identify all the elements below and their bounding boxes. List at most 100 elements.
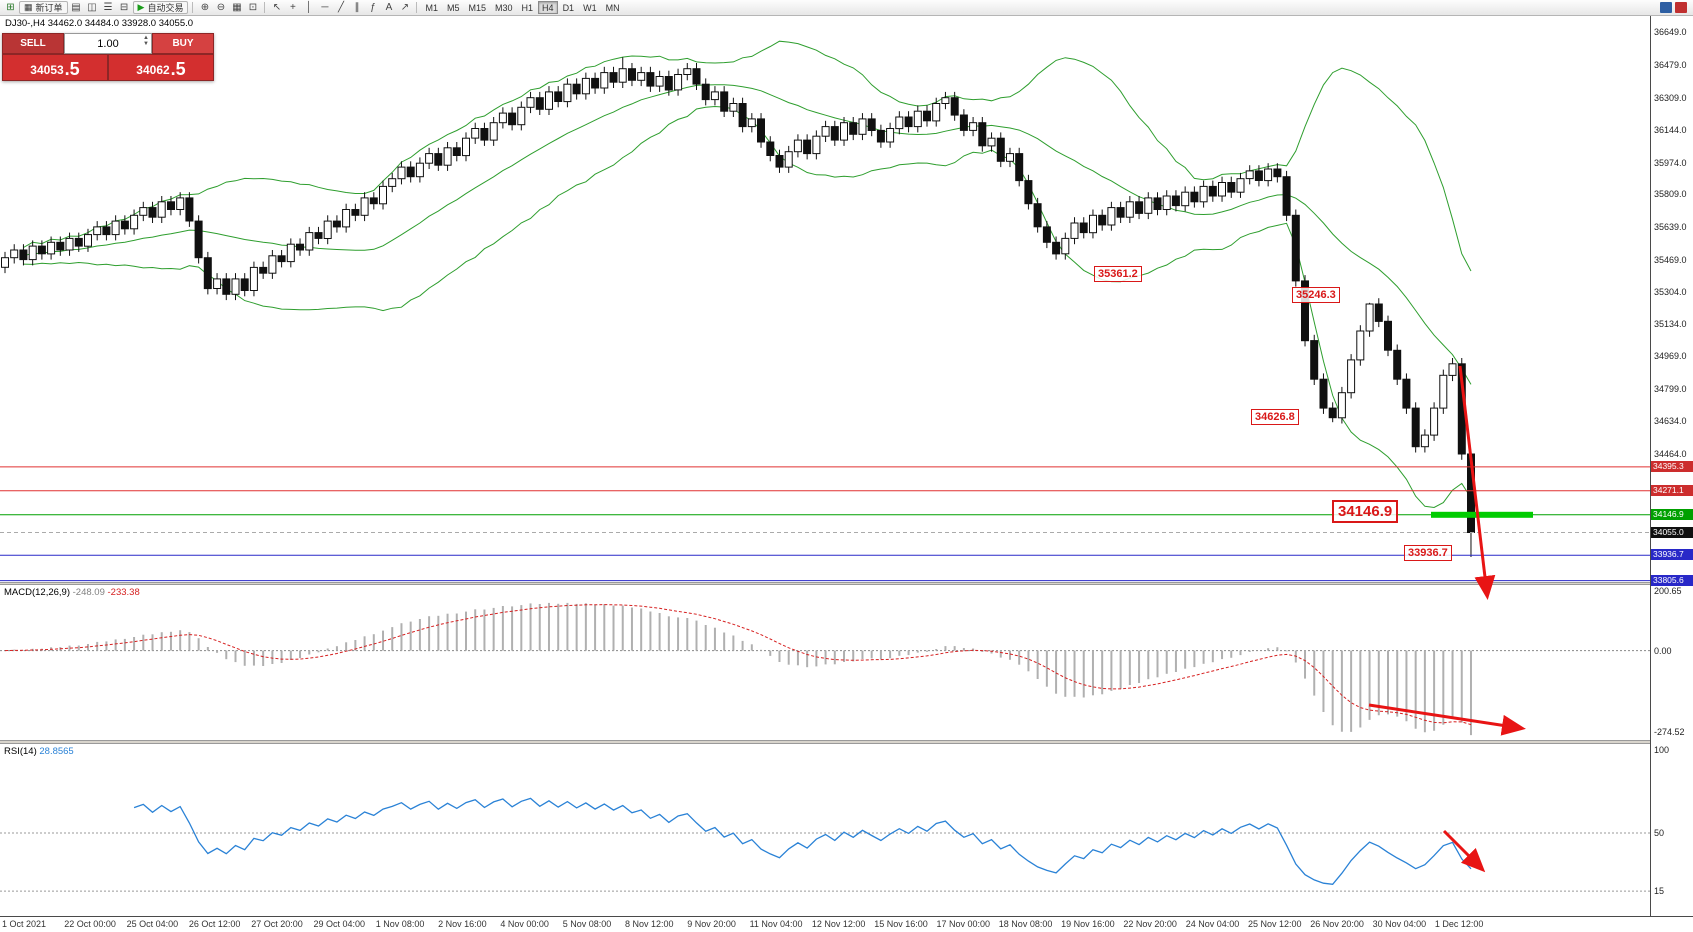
candle-body: [886, 128, 895, 143]
candle-body: [867, 118, 876, 132]
candle-body: [1125, 201, 1134, 218]
indicators-icon[interactable]: ⊡: [245, 1, 260, 14]
candle-body: [120, 220, 129, 230]
zoom-in-icon[interactable]: ⊕: [197, 1, 212, 14]
cursor-icon[interactable]: ↖: [269, 1, 284, 14]
timeframe-m1[interactable]: M1: [425, 2, 438, 13]
candle-body: [1171, 195, 1180, 207]
timeframe-w1[interactable]: W1: [583, 2, 597, 13]
price-tick: 36144.0: [1654, 124, 1687, 135]
buy-button[interactable]: BUY: [152, 33, 214, 54]
candle-body: [757, 118, 765, 143]
buy-price-button[interactable]: 34062 .5: [108, 54, 214, 81]
stepper-down-icon[interactable]: ▼: [143, 41, 149, 47]
volume-input[interactable]: 1.00 ▲ ▼: [64, 33, 152, 54]
candle-body: [1310, 340, 1319, 380]
candle-body: [821, 126, 830, 137]
buy-price-main: 34062: [136, 63, 170, 77]
candles: [1, 57, 1475, 557]
candle-body: [1006, 153, 1014, 162]
time-label: 26 Nov 20:00: [1310, 919, 1364, 929]
time-label: 17 Nov 00:00: [936, 919, 991, 929]
candle-body: [296, 243, 304, 251]
candle-body: [480, 128, 489, 141]
panel-divider-2[interactable]: [0, 740, 1693, 744]
fibonacci-icon[interactable]: ƒ: [365, 1, 380, 14]
trendline-icon[interactable]: ╱: [333, 1, 348, 14]
candle-body: [1061, 237, 1070, 255]
auto-trading-button-glyph: ▶: [137, 2, 145, 12]
timeframe-m5[interactable]: M5: [446, 2, 460, 13]
sell-button[interactable]: SELL: [2, 33, 64, 54]
candle-body: [766, 141, 775, 156]
candle-body: [1411, 407, 1420, 448]
rsi-value: 28.8565: [39, 746, 74, 757]
alert-window-icon[interactable]: [1675, 2, 1687, 13]
candle-body: [646, 72, 655, 87]
main-chart[interactable]: [0, 16, 1650, 582]
candle-body: [812, 135, 821, 155]
candle-body: [1245, 170, 1254, 180]
new-order-button-glyph: ▦: [24, 2, 33, 12]
candle-body: [1015, 153, 1024, 182]
indicators-icon-glyph: ⊡: [248, 2, 258, 13]
candle-body: [941, 97, 950, 104]
candle-body: [591, 77, 600, 89]
data-window-icon[interactable]: ◫: [85, 1, 100, 14]
timeframe-m30[interactable]: M30: [495, 2, 513, 13]
timeframe-h1[interactable]: H1: [521, 2, 534, 13]
toolbar-separator: [264, 2, 266, 13]
rsi-panel[interactable]: [0, 744, 1650, 916]
macd-signal-line: [4, 604, 1472, 726]
chart-window-icon[interactable]: [1660, 2, 1672, 13]
candle-body: [489, 122, 498, 141]
price-tick: 36309.0: [1654, 92, 1687, 103]
terminal-icon[interactable]: ⊟: [117, 1, 132, 14]
price-axis[interactable]: 36649.0 36479.0 36309.0 36144.0 35974.0 35809…: [1650, 16, 1693, 916]
time-label: 25 Oct 04:00: [126, 919, 179, 929]
timeframe-d1[interactable]: D1: [562, 2, 575, 13]
candle-body: [701, 83, 710, 101]
macd-panel[interactable]: [0, 585, 1650, 740]
candle-body: [545, 91, 553, 110]
auto-trading-button[interactable]: ▶ 自动交易: [132, 1, 189, 14]
sell-price-button[interactable]: 34053 .5: [2, 54, 108, 81]
candle-body: [913, 110, 922, 128]
channel-icon[interactable]: ∥: [349, 1, 364, 14]
bollinger-lower-band: [23, 105, 1472, 509]
tile-windows-icon[interactable]: ▦: [229, 1, 244, 14]
crosshair-icon[interactable]: +: [285, 1, 300, 14]
panel-divider[interactable]: [0, 582, 1693, 585]
navigator-icon[interactable]: ☰: [101, 1, 116, 14]
arrow-tool-icon[interactable]: ↗: [397, 1, 412, 14]
horizontal-line-icon[interactable]: ─: [317, 1, 332, 14]
volume-stepper[interactable]: ▲ ▼: [143, 35, 149, 47]
candle-body: [231, 278, 240, 295]
timeframe-m15[interactable]: M15: [468, 2, 487, 13]
time-label: 15 Nov 16:00: [874, 919, 928, 929]
trade-panel-price-row: 34053 .5 34062 .5: [2, 54, 214, 81]
candle-body: [849, 122, 858, 135]
candle-body: [498, 112, 507, 124]
market-watch-icon[interactable]: ▤: [69, 1, 84, 14]
candle-body: [710, 91, 719, 101]
timeframe-h4[interactable]: H4: [538, 1, 558, 14]
stepper-up-icon[interactable]: ▲: [143, 35, 149, 41]
vertical-line-icon[interactable]: │: [301, 1, 316, 14]
time-label: 22 Oct 00:00: [64, 919, 116, 929]
text-icon[interactable]: A: [381, 1, 396, 14]
new-order-button[interactable]: ▦ 新订单: [19, 1, 68, 14]
zoom-out-icon[interactable]: ⊖: [213, 1, 228, 14]
candle-body: [471, 128, 480, 139]
time-axis[interactable]: 1 Oct 2021 22 Oct 00:00 25 Oct 04:00 26 Oct…: [0, 916, 1693, 932]
price-tick: 34464.0: [1654, 448, 1687, 459]
new-chart-icon[interactable]: ⊞: [3, 1, 18, 14]
candle-body: [664, 76, 673, 91]
timeframe-mn[interactable]: MN: [605, 2, 620, 13]
candle-body: [1227, 182, 1236, 193]
candle-body: [858, 118, 867, 135]
candle-body: [1144, 197, 1153, 214]
candle-body: [1328, 407, 1337, 419]
candle-body: [904, 116, 913, 128]
candle-body: [1301, 280, 1309, 342]
